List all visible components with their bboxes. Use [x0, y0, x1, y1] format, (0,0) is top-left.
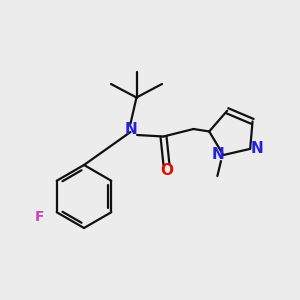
Text: N: N	[125, 122, 137, 137]
Text: O: O	[160, 163, 174, 178]
Text: F: F	[35, 210, 45, 224]
Text: N: N	[212, 147, 224, 162]
Text: N: N	[250, 141, 263, 156]
